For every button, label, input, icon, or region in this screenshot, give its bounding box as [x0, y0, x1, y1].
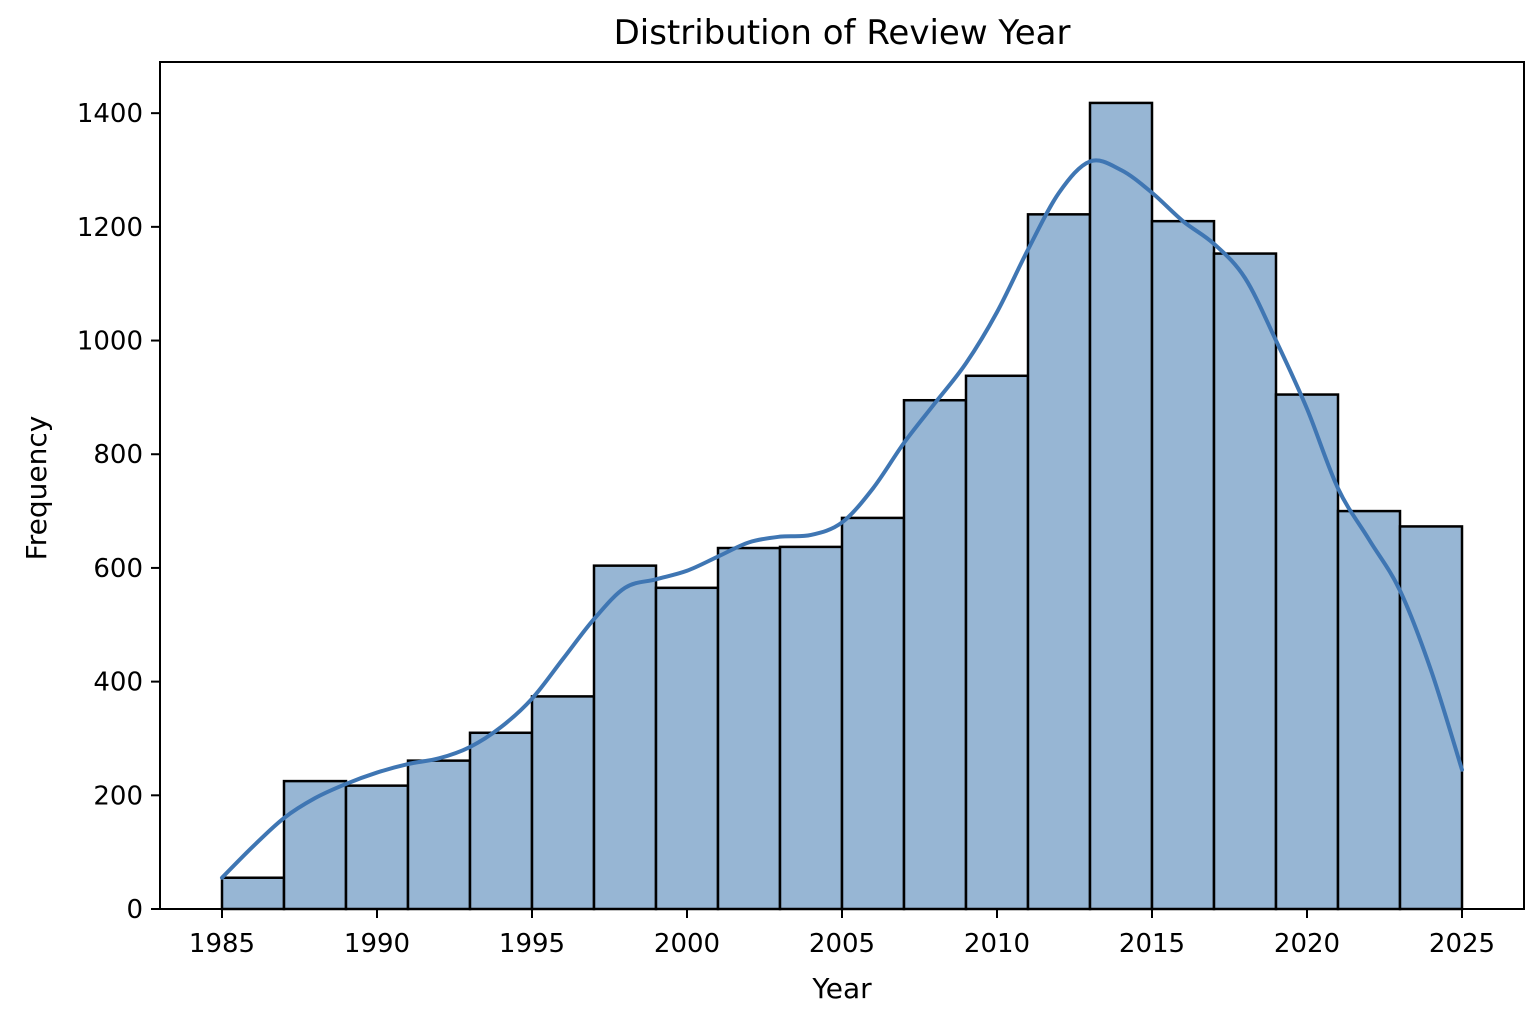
x-tick-label: 2005 [809, 929, 875, 959]
x-tick-label: 2020 [1274, 929, 1340, 959]
histogram-bar [592, 564, 658, 911]
histogram-bar [654, 586, 720, 911]
histogram-bar [778, 545, 844, 911]
x-tick-label: 2015 [1119, 929, 1185, 959]
histogram-bar [468, 731, 534, 911]
x-tick-label: 2025 [1429, 929, 1495, 959]
y-tick-label: 0 [126, 895, 143, 925]
histogram-bar [1212, 252, 1278, 911]
histogram-bar [344, 784, 410, 911]
x-tick-label: 1985 [189, 929, 255, 959]
histogram-bar [902, 398, 968, 911]
x-tick-label: 2000 [654, 929, 720, 959]
kde-line [220, 158, 1464, 880]
histogram-bar [840, 516, 906, 911]
histogram-bar [1088, 101, 1154, 911]
x-axis-ticks: 1985 1990 1995 2000 2005 2010 2015 2020 2025 [189, 909, 1495, 959]
y-tick-label: 1000 [77, 327, 143, 357]
histogram-bar [1150, 219, 1216, 911]
y-axis-ticks: 0 200 400 600 800 1000 1200 1400 [77, 99, 160, 925]
y-tick-label: 600 [93, 554, 143, 584]
histogram-bar [220, 876, 286, 911]
histogram-bar [530, 695, 596, 911]
histogram-bar [1336, 509, 1402, 911]
histogram-bar [282, 779, 348, 911]
y-tick-label: 400 [93, 668, 143, 698]
y-tick-label: 1400 [77, 99, 143, 129]
histogram-bar [406, 759, 472, 911]
y-tick-label: 200 [93, 781, 143, 811]
chart-title: Distribution of Review Year [614, 13, 1071, 53]
histogram-bar [964, 374, 1030, 911]
y-tick-label: 800 [93, 440, 143, 470]
x-axis-label: Year [811, 972, 872, 1005]
x-tick-label: 1990 [344, 929, 410, 959]
y-tick-label: 1200 [77, 213, 143, 243]
x-tick-label: 2010 [964, 929, 1030, 959]
bars-group [220, 101, 1464, 911]
histogram-bar [1026, 213, 1092, 911]
histogram-bar [1398, 525, 1464, 911]
histogram-bar [716, 546, 782, 911]
histogram-bar [1274, 393, 1340, 911]
x-tick-label: 1995 [499, 929, 565, 959]
y-axis-label: Frequency [20, 416, 53, 561]
